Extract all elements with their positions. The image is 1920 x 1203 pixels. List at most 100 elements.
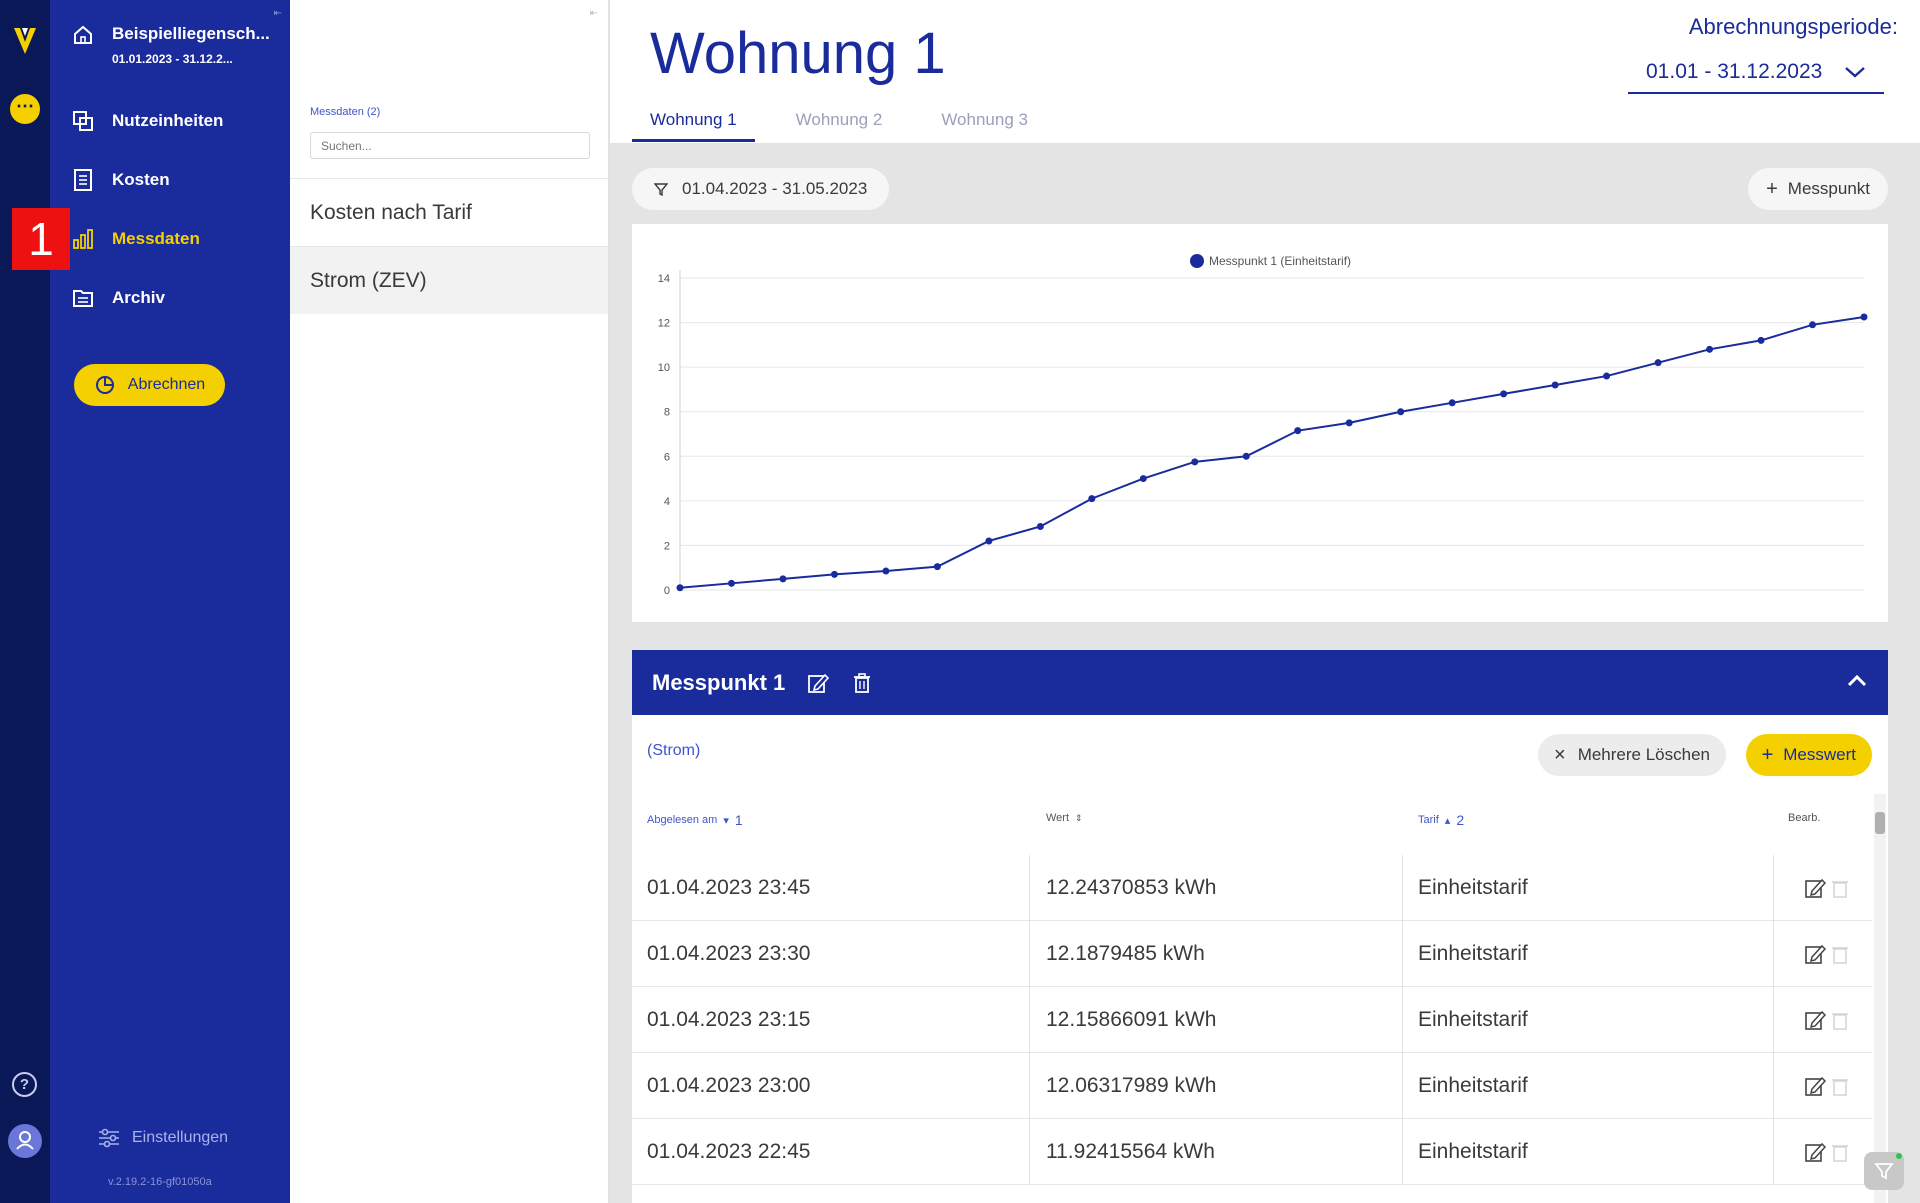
cell-value: 12.1879485 kWh	[1046, 942, 1205, 965]
collapse-list-icon[interactable]: ⇤	[589, 8, 598, 19]
property-selector[interactable]: Beispielliegensch... 01.01.2023 - 31.12.…	[72, 24, 270, 66]
pie-chart-icon	[95, 376, 114, 394]
sidebar-item-messdaten[interactable]: Messdaten	[72, 221, 200, 257]
list-item-kosten-nach-tarif[interactable]: Kosten nach Tarif	[290, 178, 608, 246]
table-scrollbar[interactable]	[1874, 794, 1886, 1203]
trash-icon[interactable]	[1830, 1075, 1850, 1097]
data-point	[1345, 419, 1353, 427]
search-input[interactable]	[310, 132, 590, 159]
bill-button-label: Abrechnen	[127, 376, 206, 393]
filter-icon	[654, 183, 668, 196]
tab-wohnung-1[interactable]: Wohnung 1	[632, 104, 755, 142]
sidebar-item-kosten[interactable]: Kosten	[72, 162, 170, 198]
add-value-button[interactable]: + Messwert	[1745, 734, 1872, 776]
tab-wohnung-3[interactable]: Wohnung 3	[941, 110, 1028, 129]
trash-icon[interactable]	[851, 672, 873, 694]
edit-icon[interactable]	[807, 672, 830, 694]
cell-date: 01.04.2023 23:30	[647, 942, 811, 965]
period-label: Abrechnungsperiode:	[1688, 14, 1898, 39]
add-measure-point-button[interactable]: + Messpunkt	[1748, 168, 1888, 210]
column-divider	[1773, 1119, 1774, 1185]
column-divider	[1402, 987, 1403, 1053]
edit-icon[interactable]	[1804, 1141, 1826, 1163]
measure-point-card: Messpunkt 1 (Strom) × Mehrere Löschen + …	[632, 650, 1888, 1203]
user-avatar-icon[interactable]	[8, 1124, 42, 1158]
edit-icon[interactable]	[1804, 877, 1826, 899]
sidebar-item-archiv[interactable]: Archiv	[72, 280, 165, 316]
trash-icon[interactable]	[1830, 1141, 1850, 1163]
settings-link[interactable]: Einstellungen	[98, 1128, 228, 1148]
plus-icon: +	[1761, 743, 1774, 766]
app-version: v.2.19.2-16-gf01050a	[108, 1176, 212, 1188]
column-divider	[1402, 921, 1403, 987]
help-widget-button[interactable]	[1864, 1152, 1904, 1190]
cell-value: 12.24370853 kWh	[1046, 876, 1217, 899]
page-header: Wohnung 1 Abrechnungsperiode: 01.01 - 31…	[610, 0, 1920, 143]
date-filter-label: 01.04.2023 - 31.05.2023	[682, 179, 868, 198]
costs-icon	[74, 169, 92, 191]
measure-table-body: 01.04.2023 23:45 12.24370853 kWh Einheitst…	[632, 855, 1872, 1185]
delete-multiple-label: Mehrere Löschen	[1577, 745, 1710, 764]
table-row: 01.04.2023 23:45 12.24370853 kWh Einheitst…	[632, 855, 1872, 921]
table-row: 01.04.2023 23:30 12.1879485 kWh Einheitsta…	[632, 921, 1872, 987]
more-icon[interactable]: ⋯	[10, 94, 40, 124]
period-select[interactable]: 01.01 - 31.12.2023	[1628, 52, 1884, 94]
data-point	[1448, 399, 1456, 407]
sort-order: 2	[1456, 812, 1465, 828]
date-filter-chip[interactable]: 01.04.2023 - 31.05.2023	[632, 168, 890, 210]
trash-icon[interactable]	[1830, 877, 1850, 899]
help-icon[interactable]: ?	[12, 1072, 37, 1097]
units-icon	[73, 111, 93, 131]
sidebar-item-nutzeinheiten[interactable]: Nutzeinheiten	[72, 103, 223, 139]
data-point	[1294, 427, 1302, 435]
table-row: 01.04.2023 23:00 12.06317989 kWh Einheitst…	[632, 1053, 1872, 1119]
column-header-value[interactable]: Wert ⇕	[1046, 812, 1083, 824]
chevron-up-icon[interactable]	[1844, 668, 1870, 694]
settings-label: Einstellungen	[132, 1129, 229, 1146]
add-value-label: Messwert	[1783, 745, 1856, 764]
data-point	[1500, 390, 1508, 398]
y-tick-label: 14	[658, 273, 670, 285]
page-title: Wohnung 1	[650, 21, 946, 86]
y-tick-label: 4	[664, 496, 670, 508]
edit-icon[interactable]	[1804, 1009, 1826, 1031]
edit-icon[interactable]	[1804, 943, 1826, 965]
table-row: 01.04.2023 22:45 11.92415564 kWh Einheitst…	[632, 1119, 1872, 1185]
data-point	[882, 567, 890, 575]
step-marker-badge: 1	[12, 208, 70, 270]
column-header-read-at[interactable]: Abgelesen am ▾ 1	[647, 812, 743, 828]
column-header-tariff[interactable]: Tarif ▴ 2	[1418, 812, 1464, 828]
column-divider	[1029, 1119, 1030, 1185]
unit-tabs: Wohnung 1 Wohnung 2 Wohnung 3	[632, 104, 1069, 142]
collapse-nav-icon[interactable]: ⇤	[273, 8, 282, 19]
column-header-edit: Bearb.	[1788, 812, 1820, 824]
measure-point-type: (Strom)	[647, 742, 701, 759]
cell-tariff: Einheitstarif	[1418, 942, 1528, 965]
app-logo-icon[interactable]	[12, 24, 38, 60]
property-period: 01.01.2023 - 31.12.2...	[112, 52, 233, 66]
data-point	[1706, 345, 1714, 353]
cell-value: 12.06317989 kWh	[1046, 1074, 1217, 1097]
scrollbar-thumb[interactable]	[1875, 812, 1885, 834]
column-divider	[1029, 987, 1030, 1053]
edit-icon[interactable]	[1804, 1075, 1826, 1097]
column-divider	[1029, 1053, 1030, 1119]
column-divider	[1402, 1119, 1403, 1185]
cell-date: 01.04.2023 23:45	[647, 876, 811, 899]
cell-tariff: Einheitstarif	[1418, 876, 1528, 899]
bill-button[interactable]: Abrechnen	[74, 364, 225, 406]
column-label: Tarif	[1418, 814, 1439, 826]
measure-point-title: Messpunkt 1	[652, 669, 786, 695]
data-point	[1036, 522, 1044, 530]
tab-wohnung-2[interactable]: Wohnung 2	[795, 110, 883, 129]
trash-icon[interactable]	[1830, 1009, 1850, 1031]
trash-icon[interactable]	[1830, 943, 1850, 965]
cell-value: 11.92415564 kWh	[1046, 1140, 1215, 1163]
column-divider	[1773, 1053, 1774, 1119]
list-item-strom-zev[interactable]: Strom (ZEV)	[290, 246, 608, 314]
delete-multiple-button[interactable]: × Mehrere Löschen	[1538, 734, 1726, 776]
data-point	[1088, 495, 1096, 503]
cell-date: 01.04.2023 22:45	[647, 1140, 811, 1163]
column-label: Abgelesen am	[647, 814, 718, 826]
data-point	[676, 584, 684, 592]
